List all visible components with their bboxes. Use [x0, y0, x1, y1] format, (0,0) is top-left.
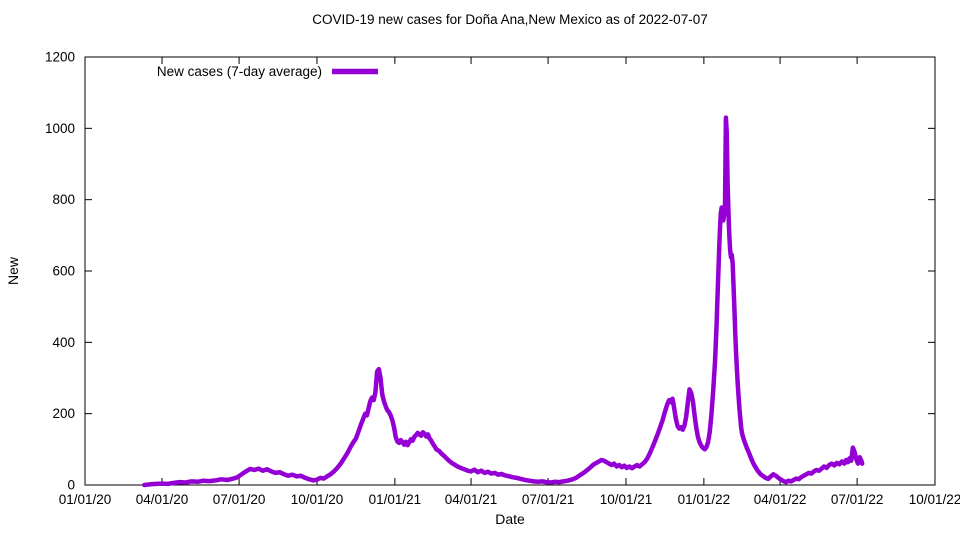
x-tick-label: 10/01/20 — [291, 492, 344, 507]
y-tick-label: 400 — [52, 335, 75, 350]
plot-border — [84, 56, 936, 486]
x-tick-label: 07/01/20 — [213, 492, 266, 507]
x-tick-label: 01/01/22 — [678, 492, 731, 507]
y-tick-label: 600 — [52, 264, 75, 279]
y-axis-label: New — [5, 256, 21, 285]
x-tick-label: 10/01/22 — [909, 492, 960, 507]
x-tick-label: 07/01/22 — [831, 492, 884, 507]
x-tick-label: 10/01/21 — [600, 492, 653, 507]
y-tick-label: 800 — [52, 192, 75, 207]
x-tick-label: 01/01/20 — [59, 492, 112, 507]
x-axis-label: Date — [495, 511, 525, 527]
x-tick-label: 07/01/21 — [522, 492, 575, 507]
y-tick-label: 1000 — [45, 121, 75, 136]
x-tick-label: 04/01/22 — [754, 492, 807, 507]
legend-label: New cases (7-day average) — [157, 64, 322, 79]
y-tick-label: 0 — [67, 478, 75, 493]
chart-title: COVID-19 new cases for Doña Ana,New Mexi… — [312, 12, 707, 27]
x-tick-label: 04/01/21 — [445, 492, 498, 507]
x-tick-label: 04/01/20 — [136, 492, 189, 507]
series-line — [142, 115, 865, 488]
y-tick-label: 200 — [52, 406, 75, 421]
x-tick-label: 01/01/21 — [369, 492, 422, 507]
y-tick-label: 1200 — [45, 50, 75, 65]
